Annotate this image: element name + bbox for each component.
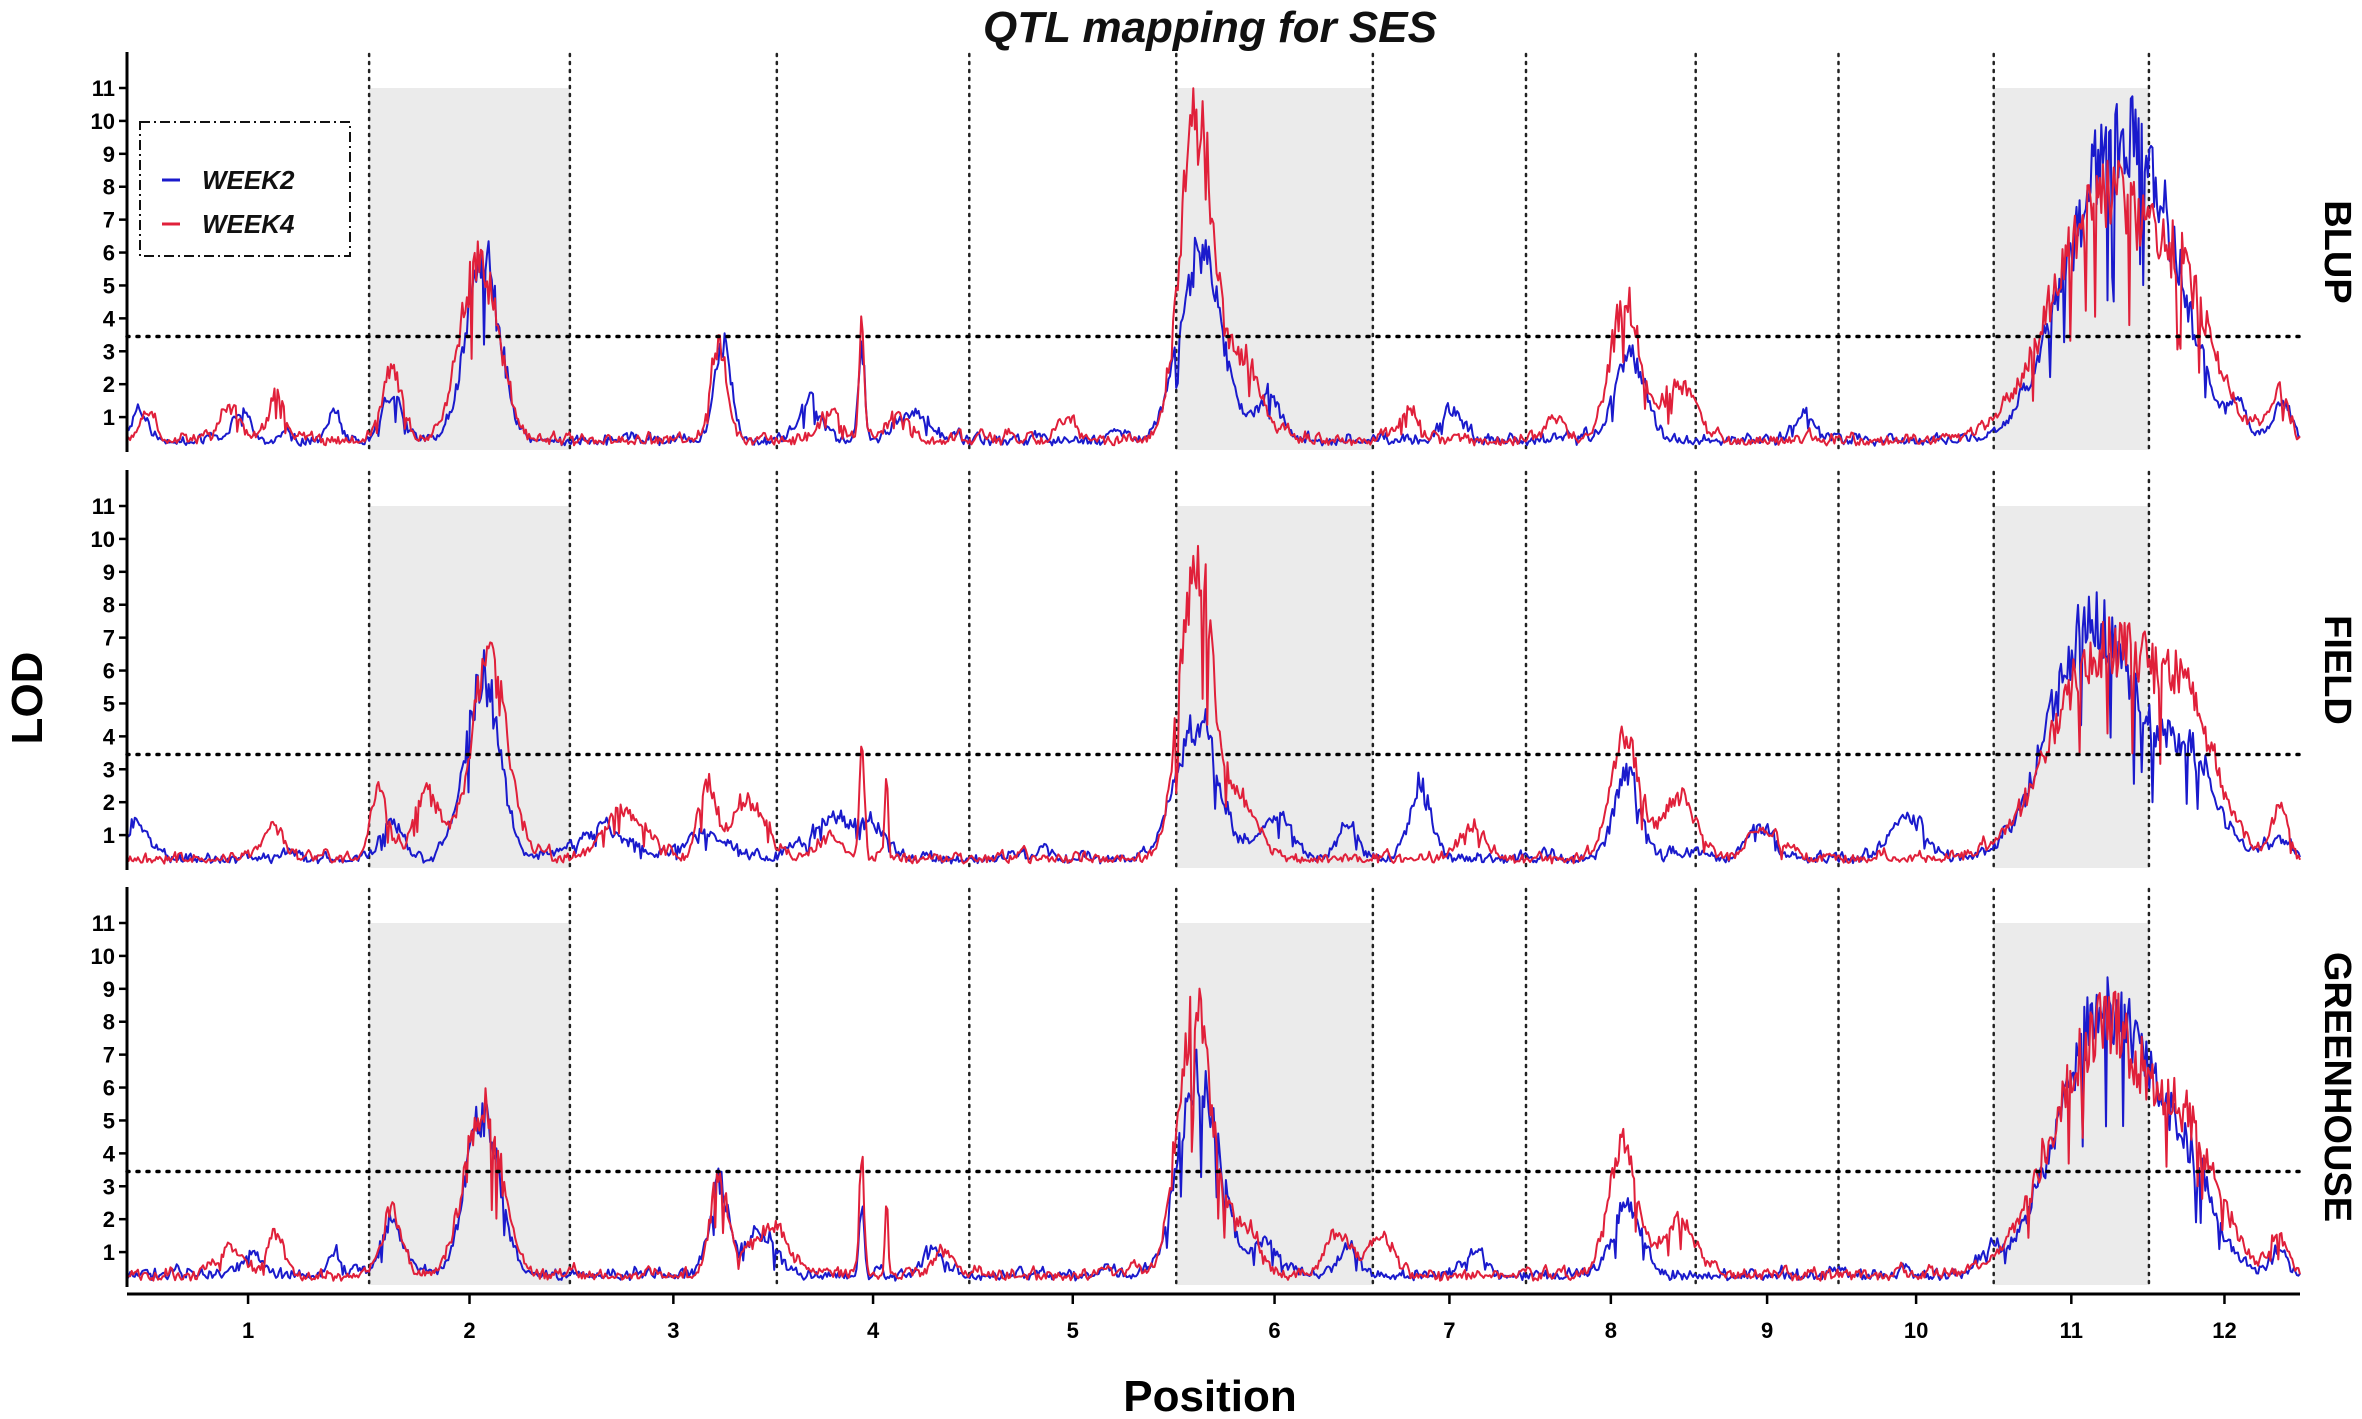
legend-label-week2: WEEK2 bbox=[202, 165, 295, 195]
x-axis: 1 2 3 4 5 6 7 8 9 10 11 12 bbox=[127, 1292, 2300, 1343]
shaded-band-chr6 bbox=[1176, 506, 1373, 868]
chart-title: QTL mapping for SES bbox=[983, 3, 1437, 52]
x-tick-label: 2 bbox=[463, 1318, 475, 1343]
y-tick-label: 4 bbox=[103, 724, 116, 749]
series-line-week4 bbox=[126, 87, 2301, 447]
y-tick-label: 6 bbox=[103, 241, 115, 266]
shaded-band-chr2 bbox=[369, 506, 570, 868]
y-tick-label: 6 bbox=[103, 659, 115, 684]
y-tick-label: 7 bbox=[103, 626, 115, 651]
y-tick-label: 4 bbox=[103, 306, 116, 331]
series-line-week2 bbox=[126, 591, 2301, 865]
panel-label: FIELD bbox=[2316, 615, 2358, 725]
y-tick-label: 11 bbox=[92, 911, 115, 936]
x-axis-title: Position bbox=[1123, 1372, 1297, 1419]
legend: WEEK2 WEEK4 bbox=[139, 121, 351, 257]
panel-label: GREENHOUSE bbox=[2316, 952, 2358, 1222]
y-tick-label: 8 bbox=[103, 175, 115, 200]
series-line-week4 bbox=[126, 987, 2301, 1282]
x-tick-label: 7 bbox=[1443, 1318, 1455, 1343]
y-tick-label: 8 bbox=[103, 1010, 115, 1035]
panel-blup: 1 2 3 4 5 6 7 8 9 10 11 BLUP bbox=[91, 52, 2358, 452]
shaded-band-chr6 bbox=[1176, 88, 1373, 450]
y-tick-label: 1 bbox=[103, 1240, 115, 1265]
x-tick-label: 10 bbox=[1904, 1318, 1928, 1343]
y-tick-label: 7 bbox=[103, 208, 115, 233]
y-tick-label: 3 bbox=[103, 1174, 115, 1199]
y-tick-label: 9 bbox=[103, 560, 115, 585]
y-tick-label: 3 bbox=[103, 757, 115, 782]
legend-label-week4: WEEK4 bbox=[202, 209, 295, 239]
x-tick-label: 4 bbox=[867, 1318, 880, 1343]
y-tick-label: 5 bbox=[103, 691, 115, 716]
y-tick-label: 5 bbox=[103, 273, 115, 298]
panel-field: 1 2 3 4 5 6 7 8 9 10 11 FIELD bbox=[91, 470, 2358, 870]
panels: 1 2 3 4 5 6 7 8 9 10 11 BLUP 1 2 3 4 5 6 7 8 9 10 11 FIELD 1 2 3 4 5… bbox=[91, 52, 2358, 1287]
y-tick-label: 8 bbox=[103, 593, 115, 618]
y-tick-label: 3 bbox=[103, 339, 115, 364]
y-tick-label: 2 bbox=[103, 790, 115, 815]
x-tick-label: 5 bbox=[1067, 1318, 1079, 1343]
legend-box bbox=[139, 121, 351, 257]
y-tick-label: 11 bbox=[92, 494, 115, 519]
panel-greenhouse: 1 2 3 4 5 6 7 8 9 10 11 GREENHOUSE bbox=[91, 887, 2358, 1287]
y-tick-label: 4 bbox=[103, 1141, 116, 1166]
x-tick-label: 6 bbox=[1268, 1318, 1280, 1343]
y-tick-label: 10 bbox=[91, 109, 115, 134]
series-line-week4 bbox=[126, 544, 2301, 865]
x-tick-label: 9 bbox=[1761, 1318, 1773, 1343]
y-tick-label: 2 bbox=[103, 372, 115, 397]
y-tick-label: 10 bbox=[91, 527, 115, 552]
x-tick-label: 8 bbox=[1605, 1318, 1617, 1343]
y-axis-title: LOD bbox=[3, 652, 52, 745]
x-tick-label: 11 bbox=[2060, 1318, 2083, 1343]
shaded-band-chr6 bbox=[1176, 923, 1373, 1285]
panel-label: BLUP bbox=[2316, 200, 2358, 303]
y-tick-label: 6 bbox=[103, 1076, 115, 1101]
x-tick-label: 3 bbox=[667, 1318, 679, 1343]
y-tick-label: 7 bbox=[103, 1043, 115, 1068]
y-tick-label: 1 bbox=[103, 405, 115, 430]
x-tick-label: 12 bbox=[2212, 1318, 2236, 1343]
y-tick-label: 5 bbox=[103, 1108, 115, 1133]
y-tick-label: 1 bbox=[103, 823, 115, 848]
y-tick-label: 2 bbox=[103, 1207, 115, 1232]
y-tick-label: 11 bbox=[92, 76, 115, 101]
y-tick-label: 9 bbox=[103, 977, 115, 1002]
x-tick-label: 1 bbox=[242, 1318, 254, 1343]
y-tick-label: 10 bbox=[91, 944, 115, 969]
y-tick-label: 9 bbox=[103, 142, 115, 167]
shaded-band-chr2 bbox=[369, 923, 570, 1285]
